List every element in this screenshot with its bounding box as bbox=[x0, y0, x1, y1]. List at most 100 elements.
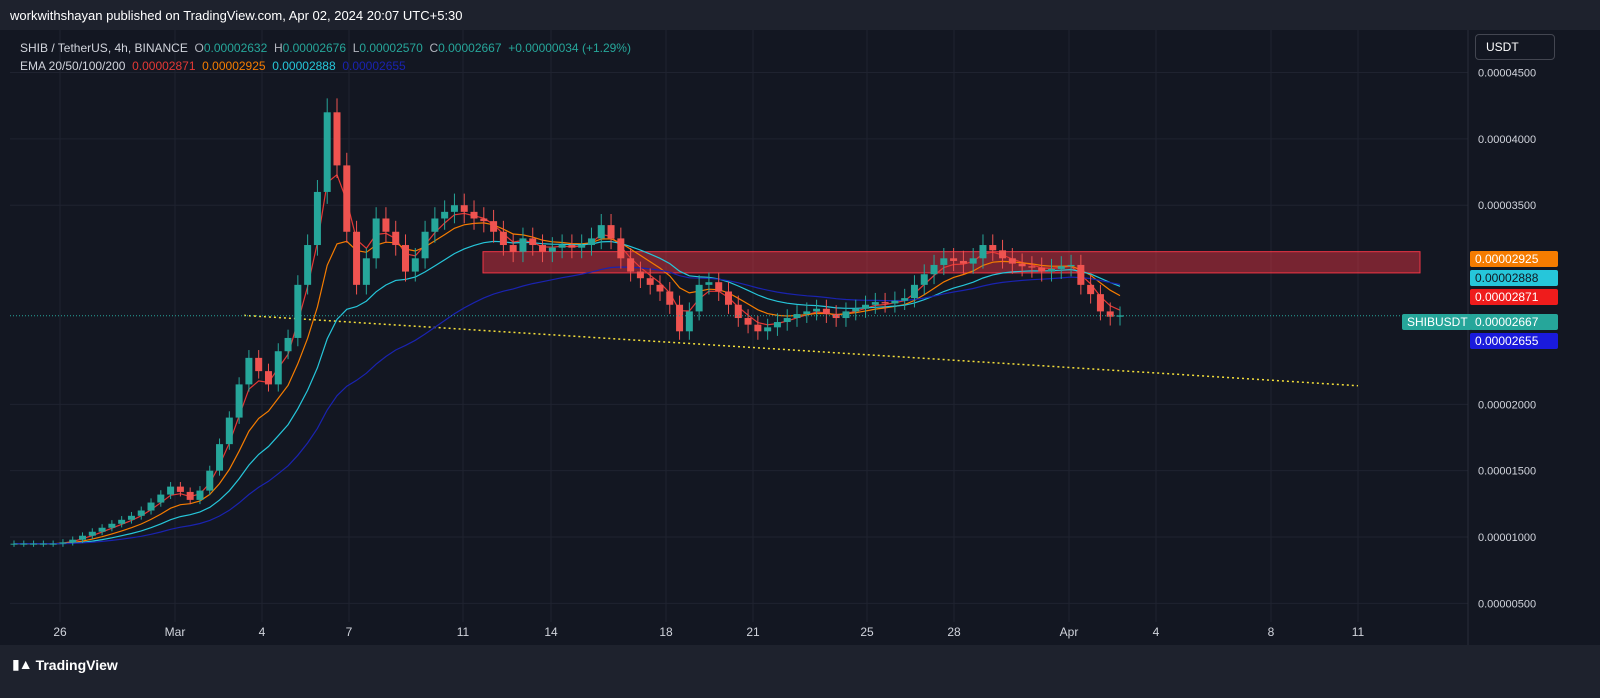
candle-body bbox=[353, 231, 361, 285]
candle-body bbox=[744, 318, 752, 325]
y-tick-label: 0.00004500 bbox=[1478, 67, 1536, 79]
candle-body bbox=[509, 245, 517, 252]
candle-body bbox=[999, 250, 1007, 259]
candle-body bbox=[343, 165, 351, 232]
footer-bar bbox=[0, 645, 1600, 698]
candle-body bbox=[69, 539, 77, 543]
candle-body bbox=[431, 218, 439, 232]
candle-body bbox=[49, 543, 57, 545]
ema-label[interactable]: EMA 20/50/100/200 bbox=[20, 59, 126, 73]
candle-body bbox=[891, 300, 899, 304]
x-tick-label: 11 bbox=[1352, 625, 1365, 639]
candle-body bbox=[255, 357, 263, 372]
candle-body bbox=[764, 327, 772, 332]
grid-lines bbox=[10, 30, 1468, 622]
tradingview-brand: TradingView bbox=[35, 656, 118, 673]
candle-body bbox=[1047, 268, 1055, 272]
top-bar: workwithshayan published on TradingView.… bbox=[0, 0, 1600, 30]
ohlc-row: SHIB / TetherUS, 4h, BINANCE O0.00002632… bbox=[20, 39, 631, 57]
ema-row: EMA 20/50/100/200 0.00002871 0.00002925 … bbox=[20, 57, 631, 75]
y-tick-label: 0.00001500 bbox=[1478, 466, 1536, 478]
chart-legend: SHIB / TetherUS, 4h, BINANCE O0.00002632… bbox=[20, 39, 631, 75]
x-tick-label: Mar bbox=[165, 625, 186, 639]
candle-body bbox=[813, 308, 821, 312]
candle-body bbox=[167, 486, 175, 495]
y-tick-label: 0.00003500 bbox=[1478, 200, 1536, 212]
candle-body bbox=[558, 245, 566, 248]
symbol-label[interactable]: SHIB / TetherUS, 4h, BINANCE bbox=[20, 41, 188, 55]
candle-body bbox=[480, 218, 488, 222]
candle-body bbox=[930, 264, 938, 275]
tradingview-logo[interactable]: ▮▲ TradingView bbox=[12, 656, 118, 673]
candle-body bbox=[284, 337, 292, 352]
candle-body bbox=[548, 247, 556, 252]
low-label: L bbox=[352, 41, 360, 55]
candle-body bbox=[1057, 266, 1065, 269]
publish-info: workwithshayan published on TradingView.… bbox=[10, 7, 463, 23]
high-label: H bbox=[273, 41, 283, 55]
candle-body bbox=[499, 231, 507, 246]
x-tick-label: 18 bbox=[659, 625, 673, 639]
ema20-value: 0.00002871 bbox=[132, 59, 196, 73]
candle-body bbox=[79, 535, 87, 540]
candle-body bbox=[274, 351, 282, 385]
candle-body bbox=[98, 527, 106, 532]
candle-body bbox=[245, 357, 253, 385]
ema50-price-tag: 0.00002925 bbox=[1470, 251, 1558, 267]
ema20-price-tag: 0.00002871 bbox=[1470, 289, 1558, 305]
candle-body bbox=[539, 245, 547, 252]
candle-body bbox=[617, 238, 625, 259]
candle-body bbox=[1067, 264, 1075, 267]
candle-body bbox=[607, 225, 615, 239]
chart-area[interactable] bbox=[10, 30, 1600, 645]
candle-body bbox=[118, 519, 126, 524]
candle-body bbox=[1096, 294, 1104, 312]
candle-body bbox=[1087, 284, 1095, 295]
candles bbox=[10, 98, 1124, 547]
time-axis: 26 Mar 4 7 11 14 18 21 25 28 Apr 4 8 11 bbox=[53, 625, 1364, 639]
candle-body bbox=[59, 542, 67, 544]
candle-body bbox=[206, 470, 214, 491]
candle-body bbox=[724, 291, 732, 305]
candle-body bbox=[734, 304, 742, 319]
candle-body bbox=[30, 543, 38, 545]
candle-body bbox=[157, 494, 165, 503]
candle-body bbox=[773, 322, 781, 328]
y-tick-label: 0.00001000 bbox=[1478, 532, 1536, 544]
candle-body bbox=[186, 491, 194, 500]
x-tick-label: 25 bbox=[860, 625, 874, 639]
candle-body bbox=[715, 282, 723, 292]
candle-body bbox=[783, 318, 791, 323]
candle-body bbox=[333, 112, 341, 166]
candle-body bbox=[676, 304, 684, 332]
candle-body bbox=[920, 274, 928, 285]
high-value: 0.00002676 bbox=[282, 41, 347, 55]
y-tick-label: 0.00002000 bbox=[1478, 399, 1536, 411]
x-tick-label: 21 bbox=[746, 625, 760, 639]
candle-body bbox=[1038, 267, 1046, 272]
candle-body bbox=[362, 258, 370, 285]
x-tick-label: 4 bbox=[259, 625, 266, 639]
candle-body bbox=[372, 218, 380, 259]
candle-body bbox=[392, 231, 400, 246]
candle-body bbox=[137, 510, 145, 516]
candle-body bbox=[597, 225, 605, 239]
candle-body bbox=[1028, 266, 1036, 268]
candle-body bbox=[470, 211, 478, 219]
candle-body bbox=[441, 211, 449, 219]
x-tick-label: 28 bbox=[947, 625, 961, 639]
close-label: C bbox=[429, 41, 439, 55]
candle-body bbox=[636, 271, 644, 279]
currency-button[interactable]: USDT bbox=[1475, 34, 1555, 60]
candle-body bbox=[450, 205, 458, 212]
last-price-tag: 0.00002667 bbox=[1470, 314, 1558, 330]
candle-body bbox=[989, 245, 997, 251]
candle-body bbox=[695, 284, 703, 312]
x-tick-label: Apr bbox=[1060, 625, 1079, 639]
candle-body bbox=[822, 308, 830, 315]
ema200-value: 0.00002655 bbox=[342, 59, 406, 73]
candle-body bbox=[411, 258, 419, 272]
candle-body bbox=[666, 291, 674, 305]
candle-body bbox=[940, 258, 948, 265]
